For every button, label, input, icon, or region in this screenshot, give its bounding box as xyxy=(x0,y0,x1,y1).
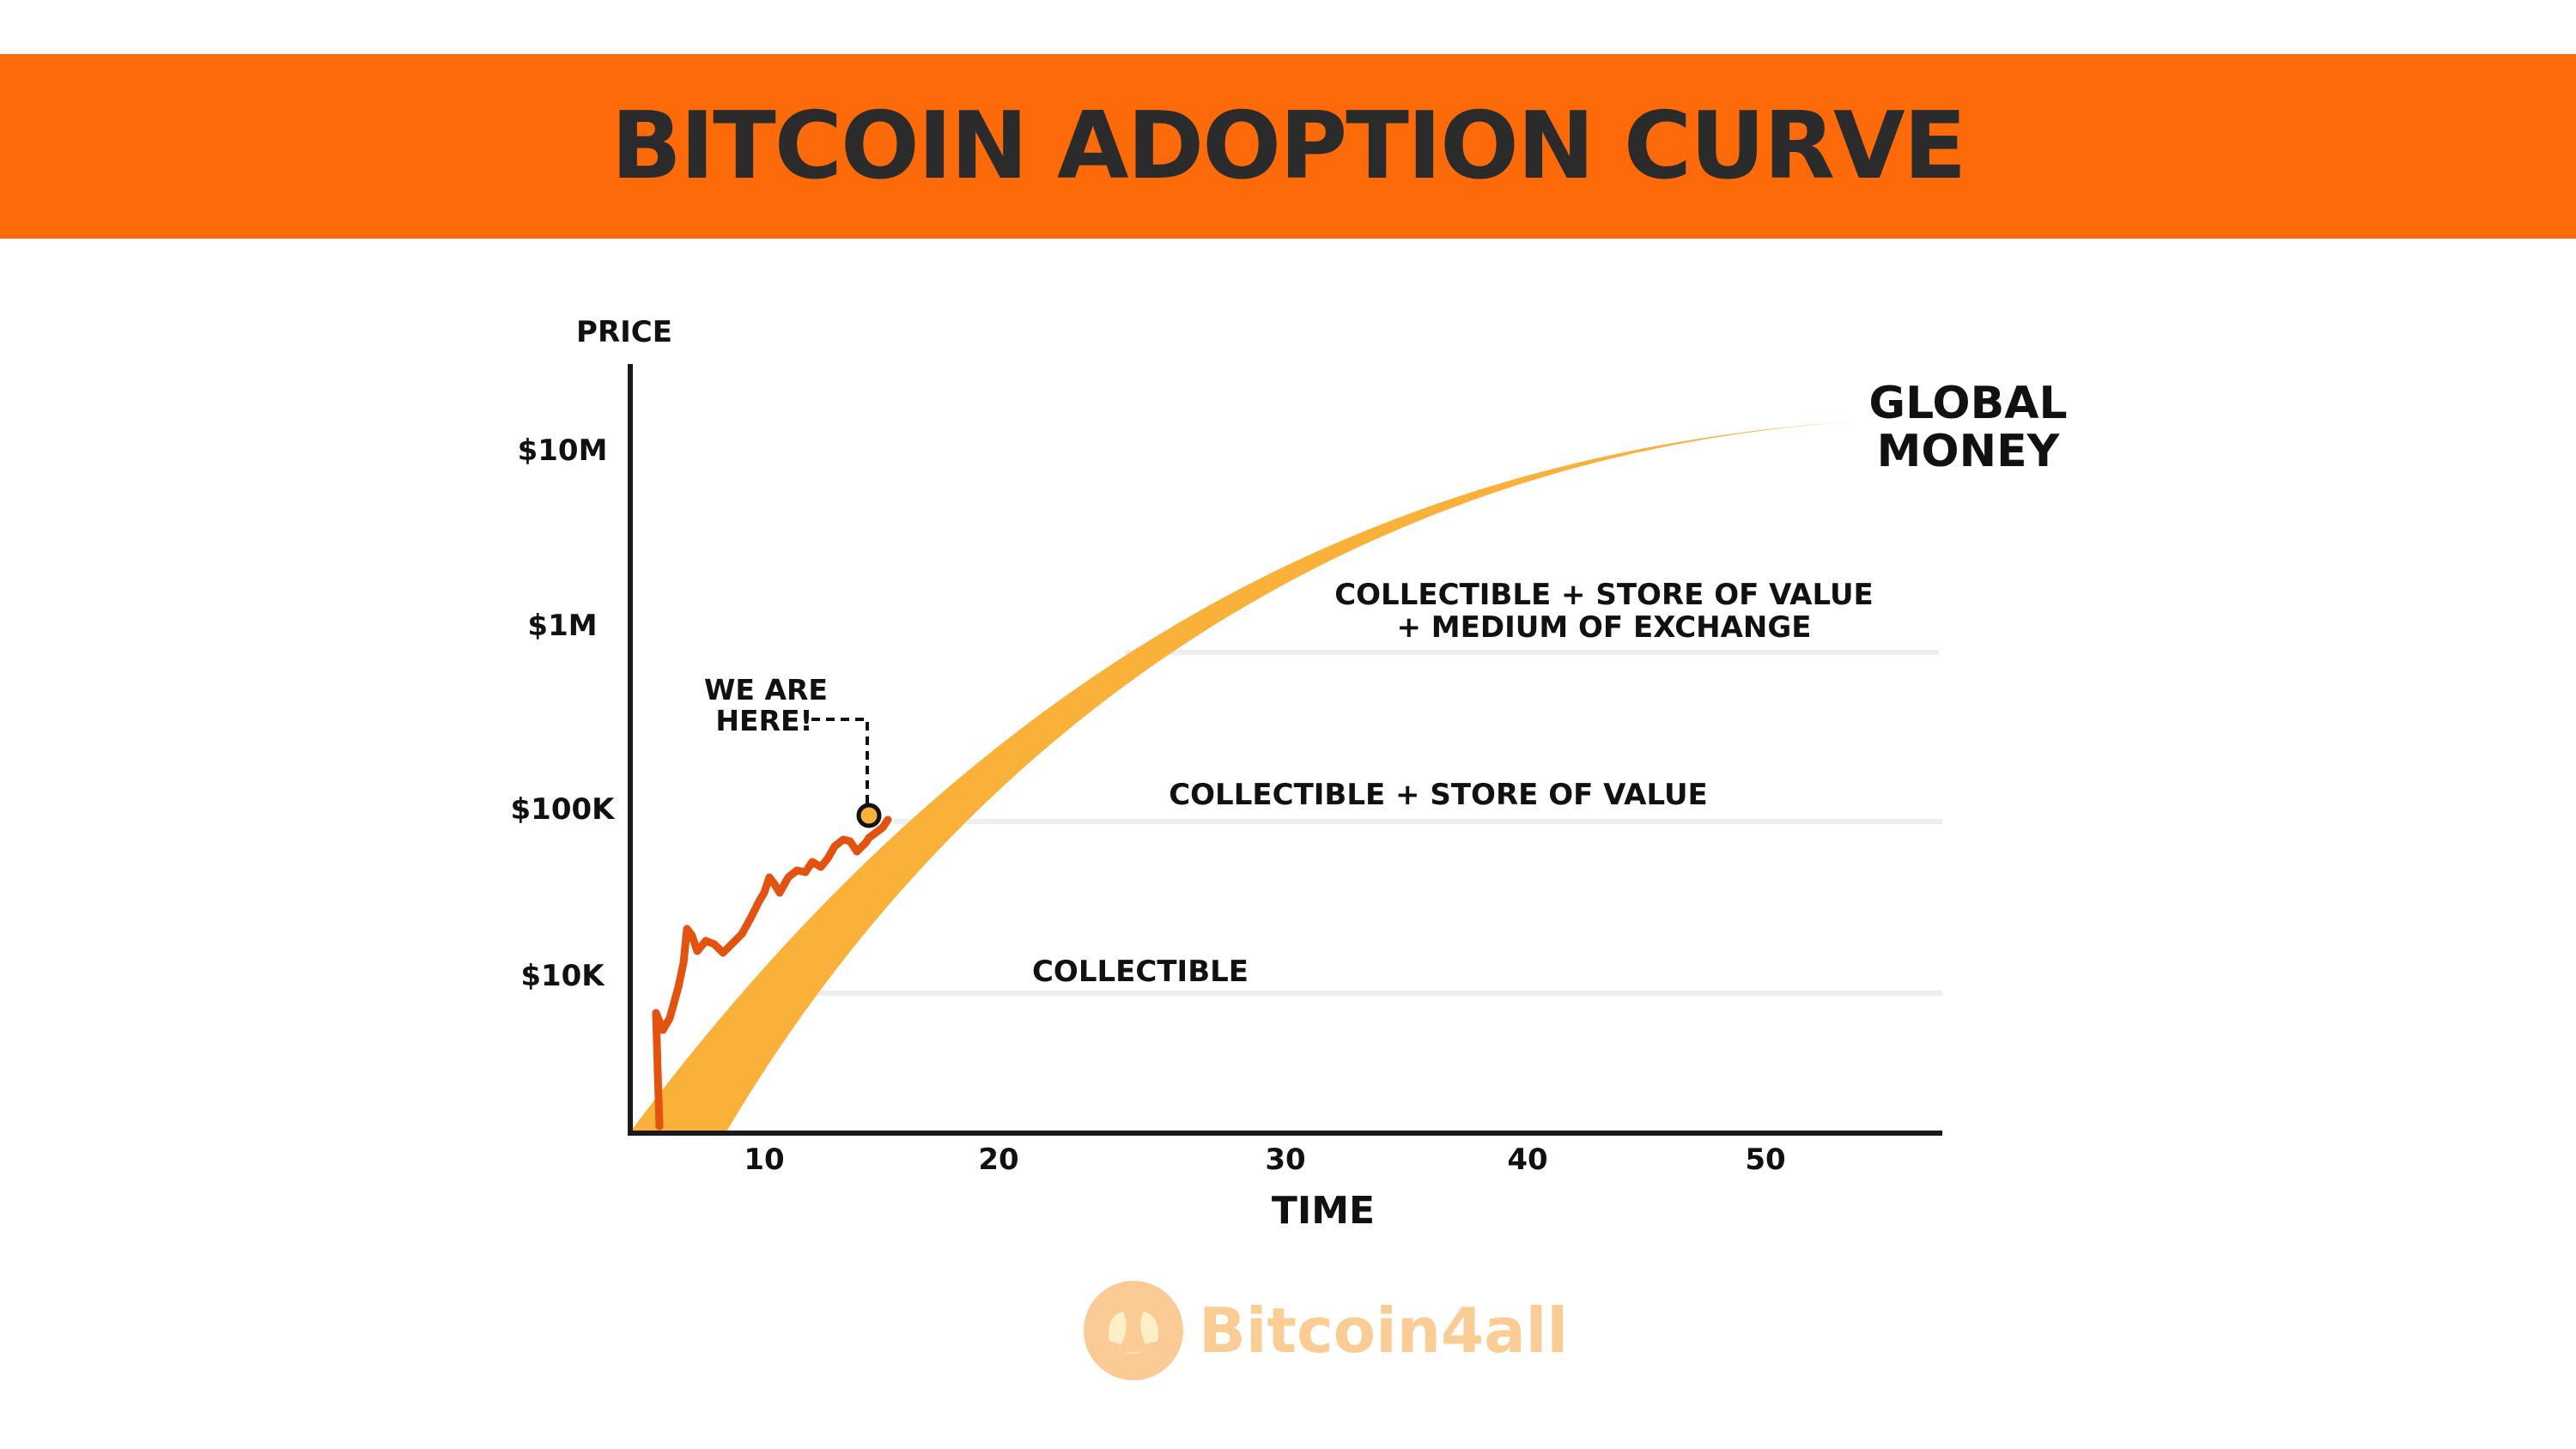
phase-label-medium-of-exchange-line2: + MEDIUM OF EXCHANGE xyxy=(1396,610,1811,645)
watermark: Bitcoin4all xyxy=(1084,1281,1568,1380)
y-tick-label: $10K xyxy=(520,959,605,993)
x-tick-label: 50 xyxy=(1745,1143,1785,1177)
x-axis-label: TIME xyxy=(1272,1189,1375,1233)
title-banner: BITCOIN ADOPTION CURVE xyxy=(0,54,2576,239)
end-label-line1: GLOBAL xyxy=(1868,378,2067,429)
phase-label-store-of-value: COLLECTIBLE + STORE OF VALUE xyxy=(1169,778,1708,812)
y-tick-label: $1M xyxy=(527,609,597,643)
marker-label-line1: WE ARE xyxy=(704,673,828,706)
current-position-marker xyxy=(856,803,882,828)
page-title: BITCOIN ADOPTION CURVE xyxy=(611,93,1967,200)
y-axis-label: PRICE xyxy=(576,315,672,349)
marker-label-line2: HERE! xyxy=(715,704,812,737)
marker-pointer xyxy=(811,718,869,807)
x-tick-label: 30 xyxy=(1265,1143,1305,1177)
x-tick-label: 40 xyxy=(1507,1143,1547,1177)
end-label-line2: MONEY xyxy=(1877,426,2061,477)
price-history-line xyxy=(652,815,892,1131)
hands-logo-icon xyxy=(1084,1281,1183,1380)
x-tick-label: 10 xyxy=(744,1143,784,1177)
x-tick-label: 20 xyxy=(978,1143,1018,1177)
phase-label-collectible: COLLECTIBLE xyxy=(1032,955,1249,989)
watermark-text: Bitcoin4all xyxy=(1199,1294,1569,1367)
y-tick-label: $10M xyxy=(518,433,608,468)
y-tick-label: $100K xyxy=(511,792,617,827)
phase-label-medium-of-exchange-line1: COLLECTIBLE + STORE OF VALUE xyxy=(1334,578,1874,612)
adoption-band xyxy=(629,421,1872,1133)
